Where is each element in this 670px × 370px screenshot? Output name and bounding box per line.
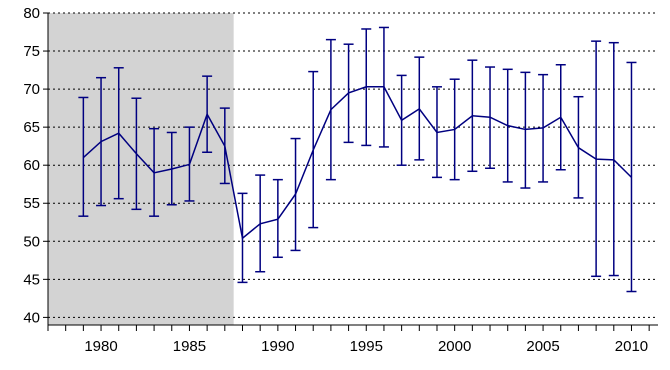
y-tick-label-55: 55 xyxy=(23,195,40,212)
x-tick-label-2005: 2005 xyxy=(526,338,559,355)
y-tick-label-70: 70 xyxy=(23,81,40,98)
x-tick-label-2010: 2010 xyxy=(615,338,648,355)
y-tick-label-45: 45 xyxy=(23,271,40,288)
series-layer xyxy=(78,26,637,293)
error-bar-2009 xyxy=(608,41,619,277)
x-tick-label-1995: 1995 xyxy=(350,338,383,355)
x-tick-label-1980: 1980 xyxy=(84,338,117,355)
shaded-region xyxy=(48,13,234,325)
axes-frame-layer xyxy=(47,13,658,326)
shaded-region-layer xyxy=(48,13,234,325)
ticks-layer: 40 45 50 55 60 65 70 75 80 1980 1985 1990 1995 2000 20… xyxy=(23,5,650,355)
y-tick-label-60: 60 xyxy=(23,157,40,174)
x-tick-label-2000: 2000 xyxy=(438,338,471,355)
error-bar-2004 xyxy=(520,71,531,189)
x-tick-label-1990: 1990 xyxy=(261,338,294,355)
y-tick-label-80: 80 xyxy=(23,5,40,22)
y-tick-label-75: 75 xyxy=(23,43,40,60)
y-tick-label-40: 40 xyxy=(23,309,40,326)
x-tick-label-1985: 1985 xyxy=(173,338,206,355)
grid-layer xyxy=(48,12,658,318)
y-tick-label-50: 50 xyxy=(23,233,40,250)
y-tick-label-65: 65 xyxy=(23,119,40,136)
series-line xyxy=(82,86,633,240)
